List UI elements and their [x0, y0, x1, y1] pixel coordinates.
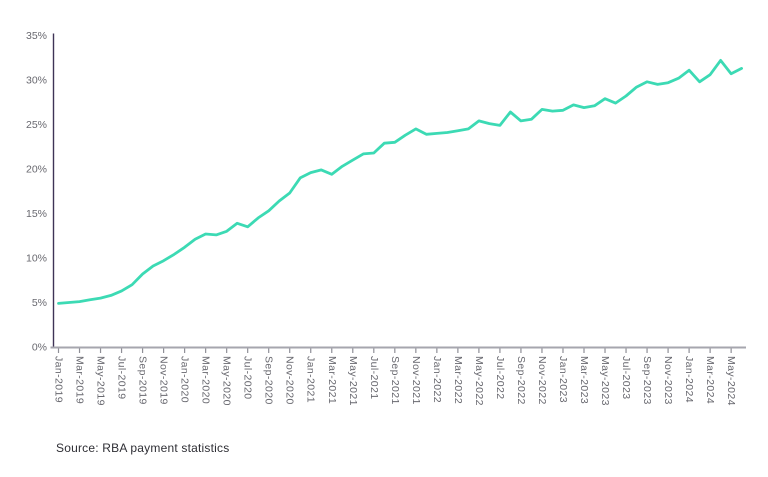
x-tick-label: May-2022 — [473, 356, 485, 406]
x-tick-label: Sep-2020 — [263, 356, 275, 405]
x-tick-label: May-2019 — [95, 356, 107, 406]
data-series-line — [57, 59, 743, 305]
x-tick-label: Jan-2022 — [431, 356, 443, 403]
x-tick-label: Jan-2020 — [179, 356, 191, 403]
x-tick-label: Nov-2019 — [158, 356, 170, 405]
x-tick-label: Sep-2023 — [641, 356, 653, 405]
x-tick-label: Mar-2021 — [326, 356, 338, 404]
x-tick-label: Mar-2024 — [704, 356, 716, 404]
x-tick-label: Jul-2021 — [368, 356, 380, 399]
x-tick-label: May-2021 — [347, 356, 359, 406]
x-tick-label: Jul-2022 — [494, 356, 506, 399]
x-tick-label: Jan-2024 — [683, 356, 695, 403]
x-tick-label: Sep-2022 — [515, 356, 527, 405]
x-tick-label: Mar-2020 — [200, 356, 212, 404]
y-tick-label: 0% — [32, 342, 47, 354]
y-tick-label: 35% — [26, 30, 47, 42]
x-tick-label: Nov-2020 — [284, 356, 296, 405]
y-tick-label: 10% — [26, 253, 47, 265]
x-tick-label: Jan-2023 — [557, 356, 569, 403]
y-tick-label: 20% — [26, 164, 47, 176]
x-tick-label: Nov-2023 — [662, 356, 674, 405]
x-tick-label: Sep-2021 — [389, 356, 401, 405]
x-tick-label: Mar-2023 — [578, 356, 590, 404]
x-tick-label: Jul-2020 — [242, 356, 254, 399]
x-tick-label: Jan-2021 — [305, 356, 317, 403]
y-tick-label: 25% — [26, 119, 47, 131]
y-tick-label: 5% — [32, 297, 47, 309]
x-tick-label: Jan-2019 — [53, 356, 65, 403]
x-tick-label: Nov-2021 — [410, 356, 422, 405]
y-tick-label: 30% — [26, 75, 47, 87]
x-tick-label: Sep-2019 — [137, 356, 149, 405]
x-tick-label: May-2024 — [725, 356, 737, 406]
x-tick-label: May-2023 — [599, 356, 611, 406]
x-tick-label: Nov-2022 — [536, 356, 548, 405]
y-tick-label: 15% — [26, 208, 47, 220]
x-tick-label: Jul-2019 — [116, 356, 128, 399]
x-tick-label: Jul-2023 — [620, 356, 632, 399]
x-tick-label: May-2020 — [221, 356, 233, 406]
source-note: Source: RBA payment statistics — [56, 441, 230, 455]
x-tick-label: Mar-2022 — [452, 356, 464, 404]
x-tick-label: Mar-2019 — [74, 356, 86, 404]
